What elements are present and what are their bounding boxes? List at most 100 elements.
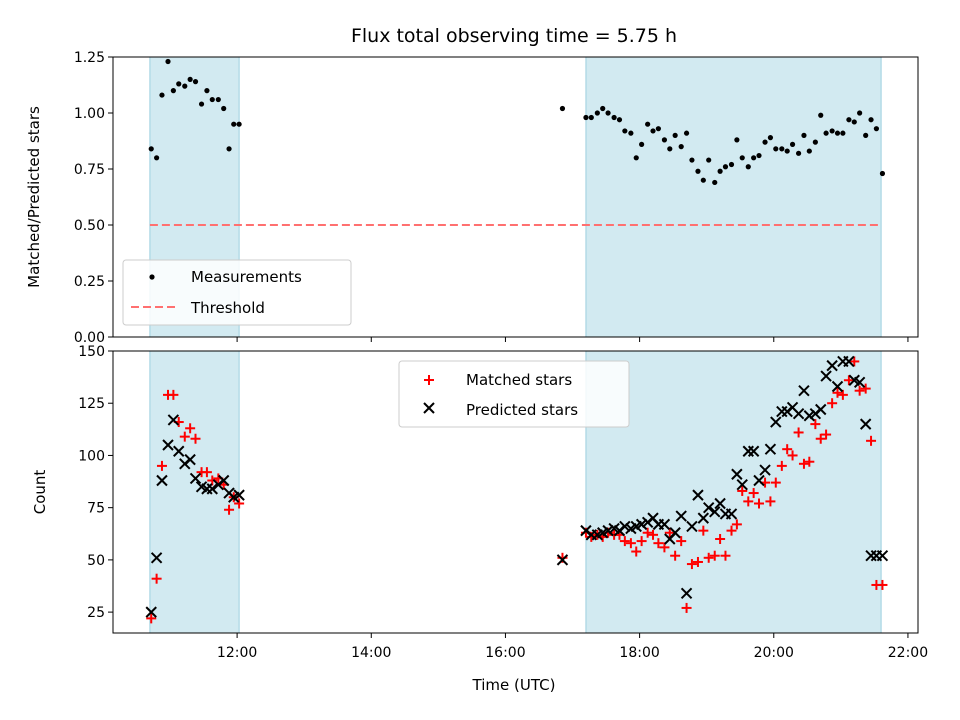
measurement-point — [695, 168, 701, 174]
predicted-star-point — [853, 376, 866, 389]
count-y-tick-label: 125 — [78, 396, 105, 412]
predicted-star-point — [619, 520, 631, 533]
matched-star-point — [659, 542, 670, 553]
matched-star-point — [664, 527, 675, 538]
count-y-tick-label: 150 — [78, 344, 105, 360]
matched-star-point — [703, 552, 714, 563]
measurement-point — [779, 146, 785, 152]
matched-star-point — [770, 477, 781, 488]
matched-star-point — [168, 389, 179, 400]
measurement-point — [818, 112, 824, 118]
measurement-point — [588, 114, 594, 121]
measurement-point — [628, 130, 634, 136]
matched-star-point — [201, 467, 212, 478]
ratio-y-tick-label: 0.50 — [74, 218, 105, 234]
predicted-star-point — [145, 606, 157, 618]
measurement-point — [717, 168, 723, 174]
ratio-x-ticks — [236, 337, 909, 342]
predicted-star-point — [731, 468, 743, 480]
predicted-star-point — [876, 550, 889, 562]
matched-star-point — [843, 375, 854, 386]
x-axis-label: Time (UTC) — [472, 676, 556, 694]
matched-star-point — [653, 538, 664, 549]
measurement-point — [834, 130, 841, 136]
measurement-point — [594, 110, 600, 116]
matched-star-point — [636, 536, 647, 547]
measurement-point — [170, 88, 176, 94]
matched-star-point — [866, 435, 877, 446]
measurement-point — [734, 137, 740, 143]
measurement-point — [148, 146, 154, 152]
measurement-point — [159, 92, 165, 98]
predicted-star-point — [173, 445, 185, 457]
measurement-point — [829, 128, 835, 134]
legend-label-measurements: Measurements — [191, 268, 302, 286]
legend-marker-predicted — [423, 402, 435, 414]
measurement-point — [236, 121, 242, 127]
ratio-points-layer — [148, 58, 886, 186]
ratio-y-tick-label: 1.25 — [74, 50, 105, 66]
count-y-axis: 25 50 75 100 125 150 — [78, 344, 113, 621]
predicted-star-point — [184, 453, 196, 466]
matched-star-point — [676, 536, 687, 547]
measurement-point — [868, 117, 874, 123]
measurement-point — [773, 146, 779, 152]
measurement-point — [633, 155, 639, 161]
x-tick-label: 20:00 — [754, 645, 794, 661]
measurement-point — [215, 96, 221, 103]
predicted-star-point — [162, 439, 174, 451]
predicted-star-point — [702, 501, 715, 514]
x-tick-label: 14:00 — [351, 645, 391, 661]
legend-label-threshold: Threshold — [190, 299, 265, 317]
matched-star-point — [821, 429, 832, 440]
measurement-point — [600, 105, 606, 112]
measurement-point — [616, 117, 623, 123]
count-legend-frame — [398, 360, 630, 428]
ratio-legend-frame — [122, 259, 352, 326]
measurement-point — [683, 130, 690, 136]
matched-star-point — [234, 498, 245, 509]
matched-star-point — [832, 387, 843, 398]
measurement-point — [762, 139, 768, 145]
predicted-star-point — [206, 483, 218, 495]
measurement-point — [661, 137, 668, 143]
matched-star-point — [715, 534, 726, 544]
count-y-tick-label: 100 — [78, 448, 105, 464]
predicted-star-point — [770, 416, 782, 428]
measurement-point — [221, 105, 227, 112]
predicted-star-point — [764, 443, 777, 455]
matched-star-point — [686, 559, 697, 570]
predicted-star-point — [725, 508, 738, 520]
matched-star-point — [793, 427, 804, 438]
x-tick-label: 22:00 — [888, 645, 928, 661]
matched-star-point — [810, 419, 821, 430]
measurement-point — [728, 161, 735, 168]
matched-star-point — [748, 488, 759, 499]
matched-star-point — [625, 538, 636, 549]
measurement-point — [851, 119, 857, 125]
count-y-axis-label: Count — [31, 470, 49, 515]
matched-star-point — [776, 460, 787, 471]
predicted-star-point — [820, 370, 832, 382]
measurement-point — [605, 110, 611, 116]
predicted-star-point — [798, 384, 810, 397]
ratio-y-tick-label: 0.00 — [74, 330, 105, 346]
count-y-tick-label: 75 — [87, 501, 105, 517]
legend-marker-measurements — [149, 274, 155, 280]
measurement-point — [645, 121, 651, 127]
legend-label-matched: Matched stars — [466, 371, 572, 389]
matched-star-point — [798, 458, 809, 469]
count-y-tick-label: 50 — [87, 553, 105, 569]
measurement-point — [176, 81, 182, 87]
measurement-point — [857, 110, 863, 116]
predicted-star-point — [736, 478, 748, 491]
matched-star-point — [681, 602, 692, 613]
measurement-point — [795, 150, 802, 156]
predicted-star-point — [217, 474, 230, 487]
measurement-point — [879, 170, 886, 177]
measurement-point — [722, 164, 729, 170]
matched-star-point — [854, 385, 865, 396]
predicted-star-point — [753, 474, 765, 487]
count-x-axis: 12:00 14:00 16:00 18:00 20:00 22:00 — [217, 633, 928, 661]
